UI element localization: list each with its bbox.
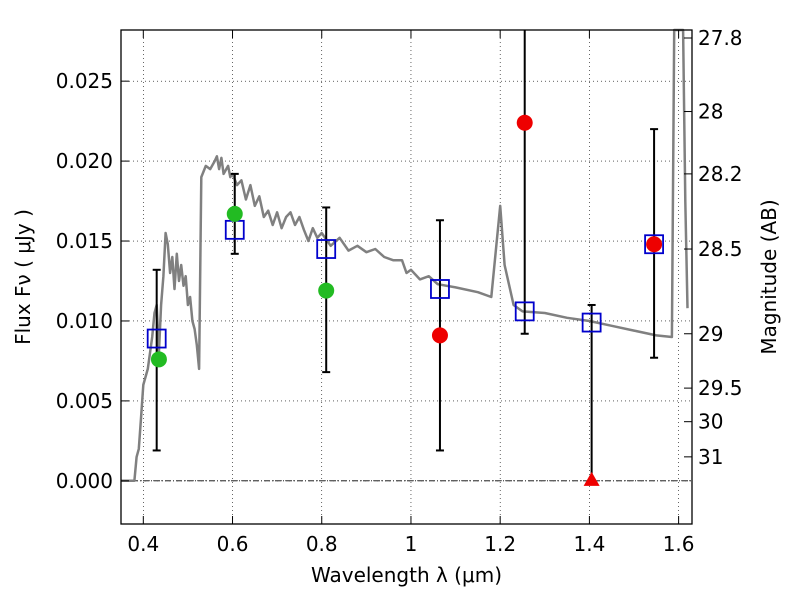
photometry-circle-marker [646, 236, 663, 253]
x-axis-label: Wavelength λ (μm) [311, 563, 502, 587]
magnitude-tick-label: 28 [698, 100, 723, 124]
y-tick-label: 0.005 [56, 389, 113, 413]
plot-frame [120, 29, 693, 525]
photometry-square-marker [316, 239, 337, 259]
photometry-square-marker [514, 301, 535, 322]
y-tick-label: 0.000 [56, 469, 113, 493]
photometry-circle-marker [318, 282, 335, 299]
y-tick-label: 0.010 [56, 309, 113, 333]
x-tick-label: 1 [405, 532, 418, 556]
magnitude-tick-label: 29 [698, 322, 723, 346]
photometry-square-marker [146, 328, 167, 349]
photometry-circle-marker [516, 114, 533, 131]
x-tick-label: 0.8 [306, 532, 338, 556]
photometry-circle-marker [226, 205, 243, 222]
x-tick-label: 0.6 [217, 532, 249, 556]
photometry-circle-marker [431, 327, 448, 344]
photometry-square-marker [644, 234, 664, 255]
x-tick-label: 1.6 [663, 532, 695, 556]
magnitude-tick-label: 28.2 [698, 162, 743, 186]
magnitude-tick-label: 29.5 [698, 376, 743, 400]
photometry-circle-marker [150, 351, 167, 368]
model-sed-line [121, 28, 689, 483]
magnitude-tick-label: 31 [698, 445, 723, 469]
y-tick-label: 0.020 [56, 149, 113, 173]
y-tick-label: 0.015 [56, 229, 113, 253]
x-tick-label: 1.4 [573, 532, 605, 556]
upper-limit-triangle-marker [583, 471, 600, 486]
data-markers [146, 114, 664, 486]
y-tick-label: 0.025 [56, 69, 113, 93]
photometry-square-marker [581, 312, 602, 333]
axis-ticks: 0.4 0.6 0.8 1 1.2 1.4 1.6 0.000 0.005 0.010 0.015 0… [56, 26, 743, 556]
magnitude-tick-label: 30 [698, 410, 723, 434]
x-tick-label: 0.4 [127, 532, 159, 556]
x-tick-label: 1.2 [484, 532, 516, 556]
y-axis-label: Flux Fν ( μJy ) [11, 209, 35, 345]
error-bars [152, 30, 659, 482]
photometry-square-marker [430, 279, 450, 299]
model-sed [121, 28, 689, 483]
right-axis-label: Magnitude (AB) [757, 199, 781, 354]
magnitude-tick-label: 28.5 [698, 237, 743, 261]
magnitude-tick-label: 27.8 [698, 26, 743, 50]
